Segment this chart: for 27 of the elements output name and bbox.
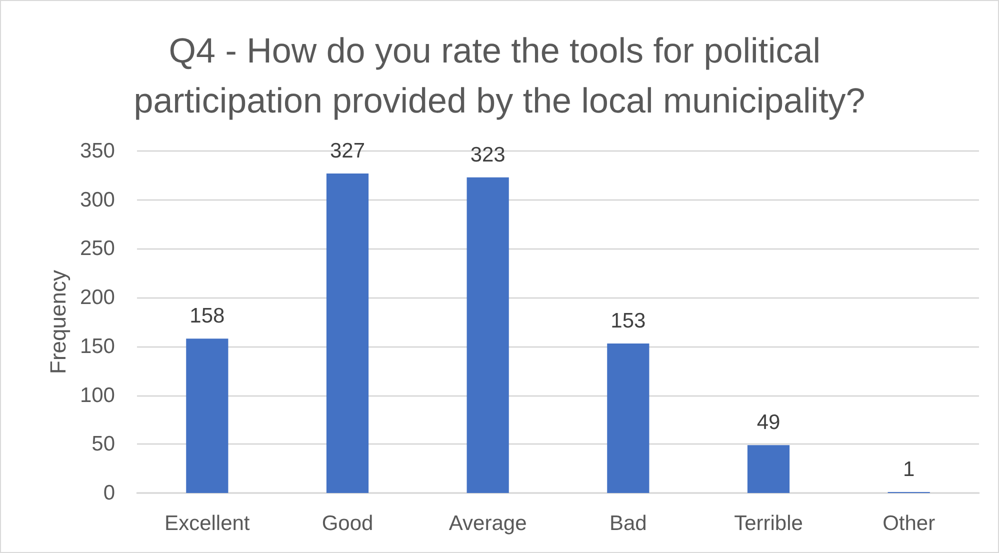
data-label: 153: [610, 309, 646, 332]
x-tick-label: Terrible: [734, 512, 803, 535]
y-tick-label: 50: [92, 432, 115, 456]
y-tick-label: 150: [80, 334, 115, 358]
x-tick-label: Average: [448, 512, 527, 535]
data-label: 327: [330, 139, 366, 162]
x-tick-label: Other: [882, 512, 936, 535]
y-axis-title: Frequency: [46, 270, 70, 374]
y-tick-label: 350: [80, 140, 115, 162]
x-tick-label: Excellent: [164, 512, 250, 535]
data-label: 158: [190, 304, 225, 328]
x-tick-label: Bad: [609, 512, 647, 535]
x-tick-label: Good: [322, 512, 374, 535]
y-tick-label: 200: [80, 286, 115, 310]
data-label: 1: [902, 458, 915, 482]
data-label: 323: [470, 143, 506, 166]
y-tick-label: 250: [80, 237, 115, 260]
y-tick-label: 300: [80, 188, 115, 212]
y-tick-label: 0: [103, 482, 115, 504]
bar: [326, 173, 369, 493]
bar: [466, 177, 509, 493]
y-tick-label: 100: [80, 384, 115, 407]
chart-title: Q4 - How do you rate the tools for political participation provided by the local municipality?: [134, 32, 866, 120]
data-label: 49: [756, 411, 780, 434]
bar: [186, 338, 228, 493]
bar: [607, 343, 650, 493]
bar: [747, 445, 790, 493]
